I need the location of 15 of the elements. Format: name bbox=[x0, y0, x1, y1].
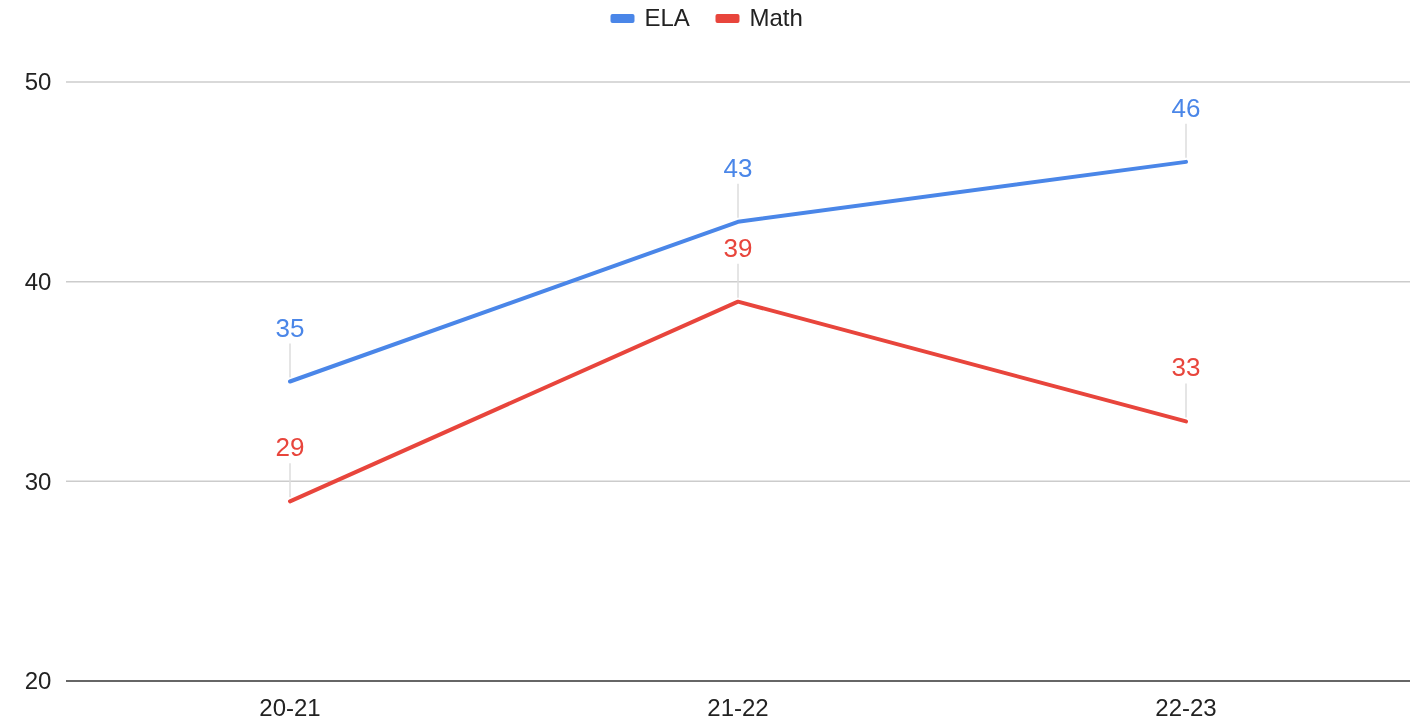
x-tick-label: 20-21 bbox=[259, 694, 321, 721]
data-label: 33 bbox=[1171, 352, 1201, 383]
y-tick-label: 50 bbox=[24, 68, 52, 96]
data-label: 29 bbox=[275, 432, 305, 463]
legend-label: ELA bbox=[644, 4, 690, 32]
data-label: 43 bbox=[723, 152, 753, 183]
legend-label: Math bbox=[749, 4, 803, 32]
x-tick-label: 22-23 bbox=[1155, 694, 1217, 721]
x-tick-label: 21-22 bbox=[707, 694, 769, 721]
y-tick-label: 40 bbox=[24, 268, 52, 296]
data-label: 35 bbox=[275, 312, 305, 343]
y-tick-label: 20 bbox=[24, 667, 52, 695]
data-label: 39 bbox=[723, 232, 753, 263]
data-label: 46 bbox=[1171, 92, 1201, 123]
y-tick-label: 30 bbox=[24, 467, 52, 495]
